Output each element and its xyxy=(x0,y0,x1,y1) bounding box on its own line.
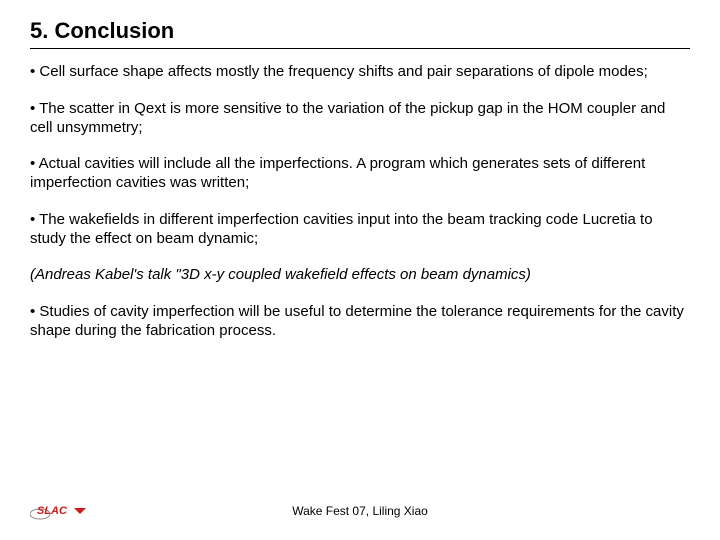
slide: 5. Conclusion • Cell surface shape affec… xyxy=(0,0,720,540)
bullet-6: • Studies of cavity imperfection will be… xyxy=(30,303,690,341)
svg-text:SLAC: SLAC xyxy=(37,505,68,517)
title-divider xyxy=(30,48,690,49)
bullet-2: • The scatter in Qext is more sensitive … xyxy=(30,100,690,138)
bullet-4: • The wakefields in different imperfecti… xyxy=(30,211,690,249)
footer: SLAC Wake Fest 07, Liling Xiao xyxy=(0,500,720,522)
bullet-1: • Cell surface shape affects mostly the … xyxy=(30,63,690,82)
slac-logo-icon: SLAC xyxy=(30,500,90,522)
bullet-5: (Andreas Kabel's talk "3D x-y coupled wa… xyxy=(30,266,690,285)
bullet-3: • Actual cavities will include all the i… xyxy=(30,155,690,193)
footer-text: Wake Fest 07, Liling Xiao xyxy=(292,504,428,518)
slide-title: 5. Conclusion xyxy=(30,18,690,44)
